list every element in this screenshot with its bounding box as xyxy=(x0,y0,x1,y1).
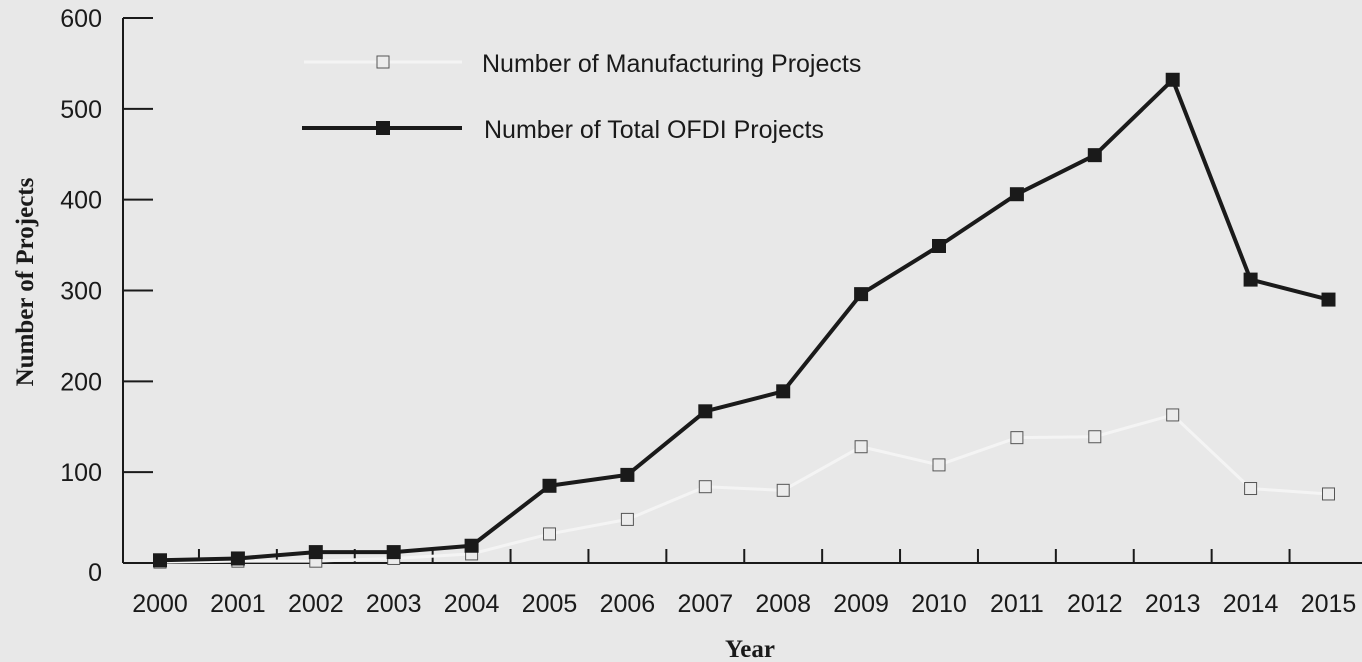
x-tick-label: 2007 xyxy=(677,590,733,618)
x-tick-label: 2012 xyxy=(1067,590,1123,618)
data-point xyxy=(1165,72,1180,87)
data-point xyxy=(854,287,869,302)
data-point xyxy=(854,440,868,454)
series-layer xyxy=(153,72,1336,569)
x-tick-label: 2005 xyxy=(522,590,578,618)
x-tick-label: 2009 xyxy=(833,590,889,618)
data-point xyxy=(543,527,556,541)
data-point xyxy=(464,538,479,553)
y-tick-label: 500 xyxy=(60,96,102,124)
y-tick-label: 300 xyxy=(60,278,102,306)
data-point xyxy=(1087,148,1102,163)
series-1 xyxy=(153,72,1336,568)
x-tick-label: 2003 xyxy=(366,590,422,618)
x-tick-label: 2002 xyxy=(288,590,344,618)
data-point xyxy=(1010,431,1024,445)
x-axis-title: Year xyxy=(725,636,775,662)
y-axis-title: Number of Projects xyxy=(12,177,39,386)
x-tick-label: 2008 xyxy=(755,590,811,618)
x-tick-label: 2004 xyxy=(444,590,500,618)
legend-label-total: Number of Total OFDI Projects xyxy=(484,116,824,144)
y-tick-label: 0 xyxy=(88,559,102,587)
data-point xyxy=(1244,482,1258,496)
data-point xyxy=(932,238,946,253)
series-line xyxy=(159,77,1329,563)
data-point xyxy=(1009,187,1024,202)
legend-label-manufacturing: Number of Manufacturing Projects xyxy=(482,50,861,78)
data-point xyxy=(932,458,946,472)
x-tick-label: 2015 xyxy=(1301,590,1357,618)
y-axis: 0 100 200 300 400 500 600 xyxy=(60,5,153,587)
legend-marker-manufacturing xyxy=(376,55,390,69)
x-tick-label: 2010 xyxy=(911,590,967,618)
data-point xyxy=(542,478,557,493)
data-point xyxy=(1243,272,1258,287)
x-tick-label: 2013 xyxy=(1145,590,1201,618)
x-tick-label: 2000 xyxy=(132,590,188,618)
data-point xyxy=(698,404,713,419)
data-point xyxy=(1321,292,1336,307)
data-point xyxy=(386,545,401,560)
data-point xyxy=(153,553,167,568)
data-point xyxy=(1322,487,1335,501)
series-0 xyxy=(153,408,1335,569)
legend-marker-total xyxy=(376,121,390,135)
y-tick-label: 100 xyxy=(60,459,102,487)
y-tick-label: 400 xyxy=(60,187,102,215)
data-point xyxy=(308,545,323,560)
x-tick-label: 2011 xyxy=(990,590,1044,618)
legend: Number of Manufacturing Projects Number … xyxy=(302,50,861,144)
data-point xyxy=(776,483,790,497)
data-point xyxy=(1166,408,1180,422)
data-point xyxy=(230,551,245,566)
x-tick-label: 2014 xyxy=(1223,590,1279,618)
x-tick-label: 2006 xyxy=(600,590,656,618)
x-axis: 2000 2001 2002 2003 2004 2005 2006 2007 2008 2009… xyxy=(123,549,1362,618)
x-tick-label: 2001 xyxy=(210,590,266,618)
data-point xyxy=(620,467,635,482)
data-point xyxy=(698,480,712,494)
y-tick-label: 200 xyxy=(60,368,102,396)
data-point xyxy=(620,512,634,526)
series-line xyxy=(159,413,1329,564)
data-point xyxy=(1088,430,1102,444)
y-tick-label: 600 xyxy=(60,5,102,33)
data-point xyxy=(776,384,791,399)
